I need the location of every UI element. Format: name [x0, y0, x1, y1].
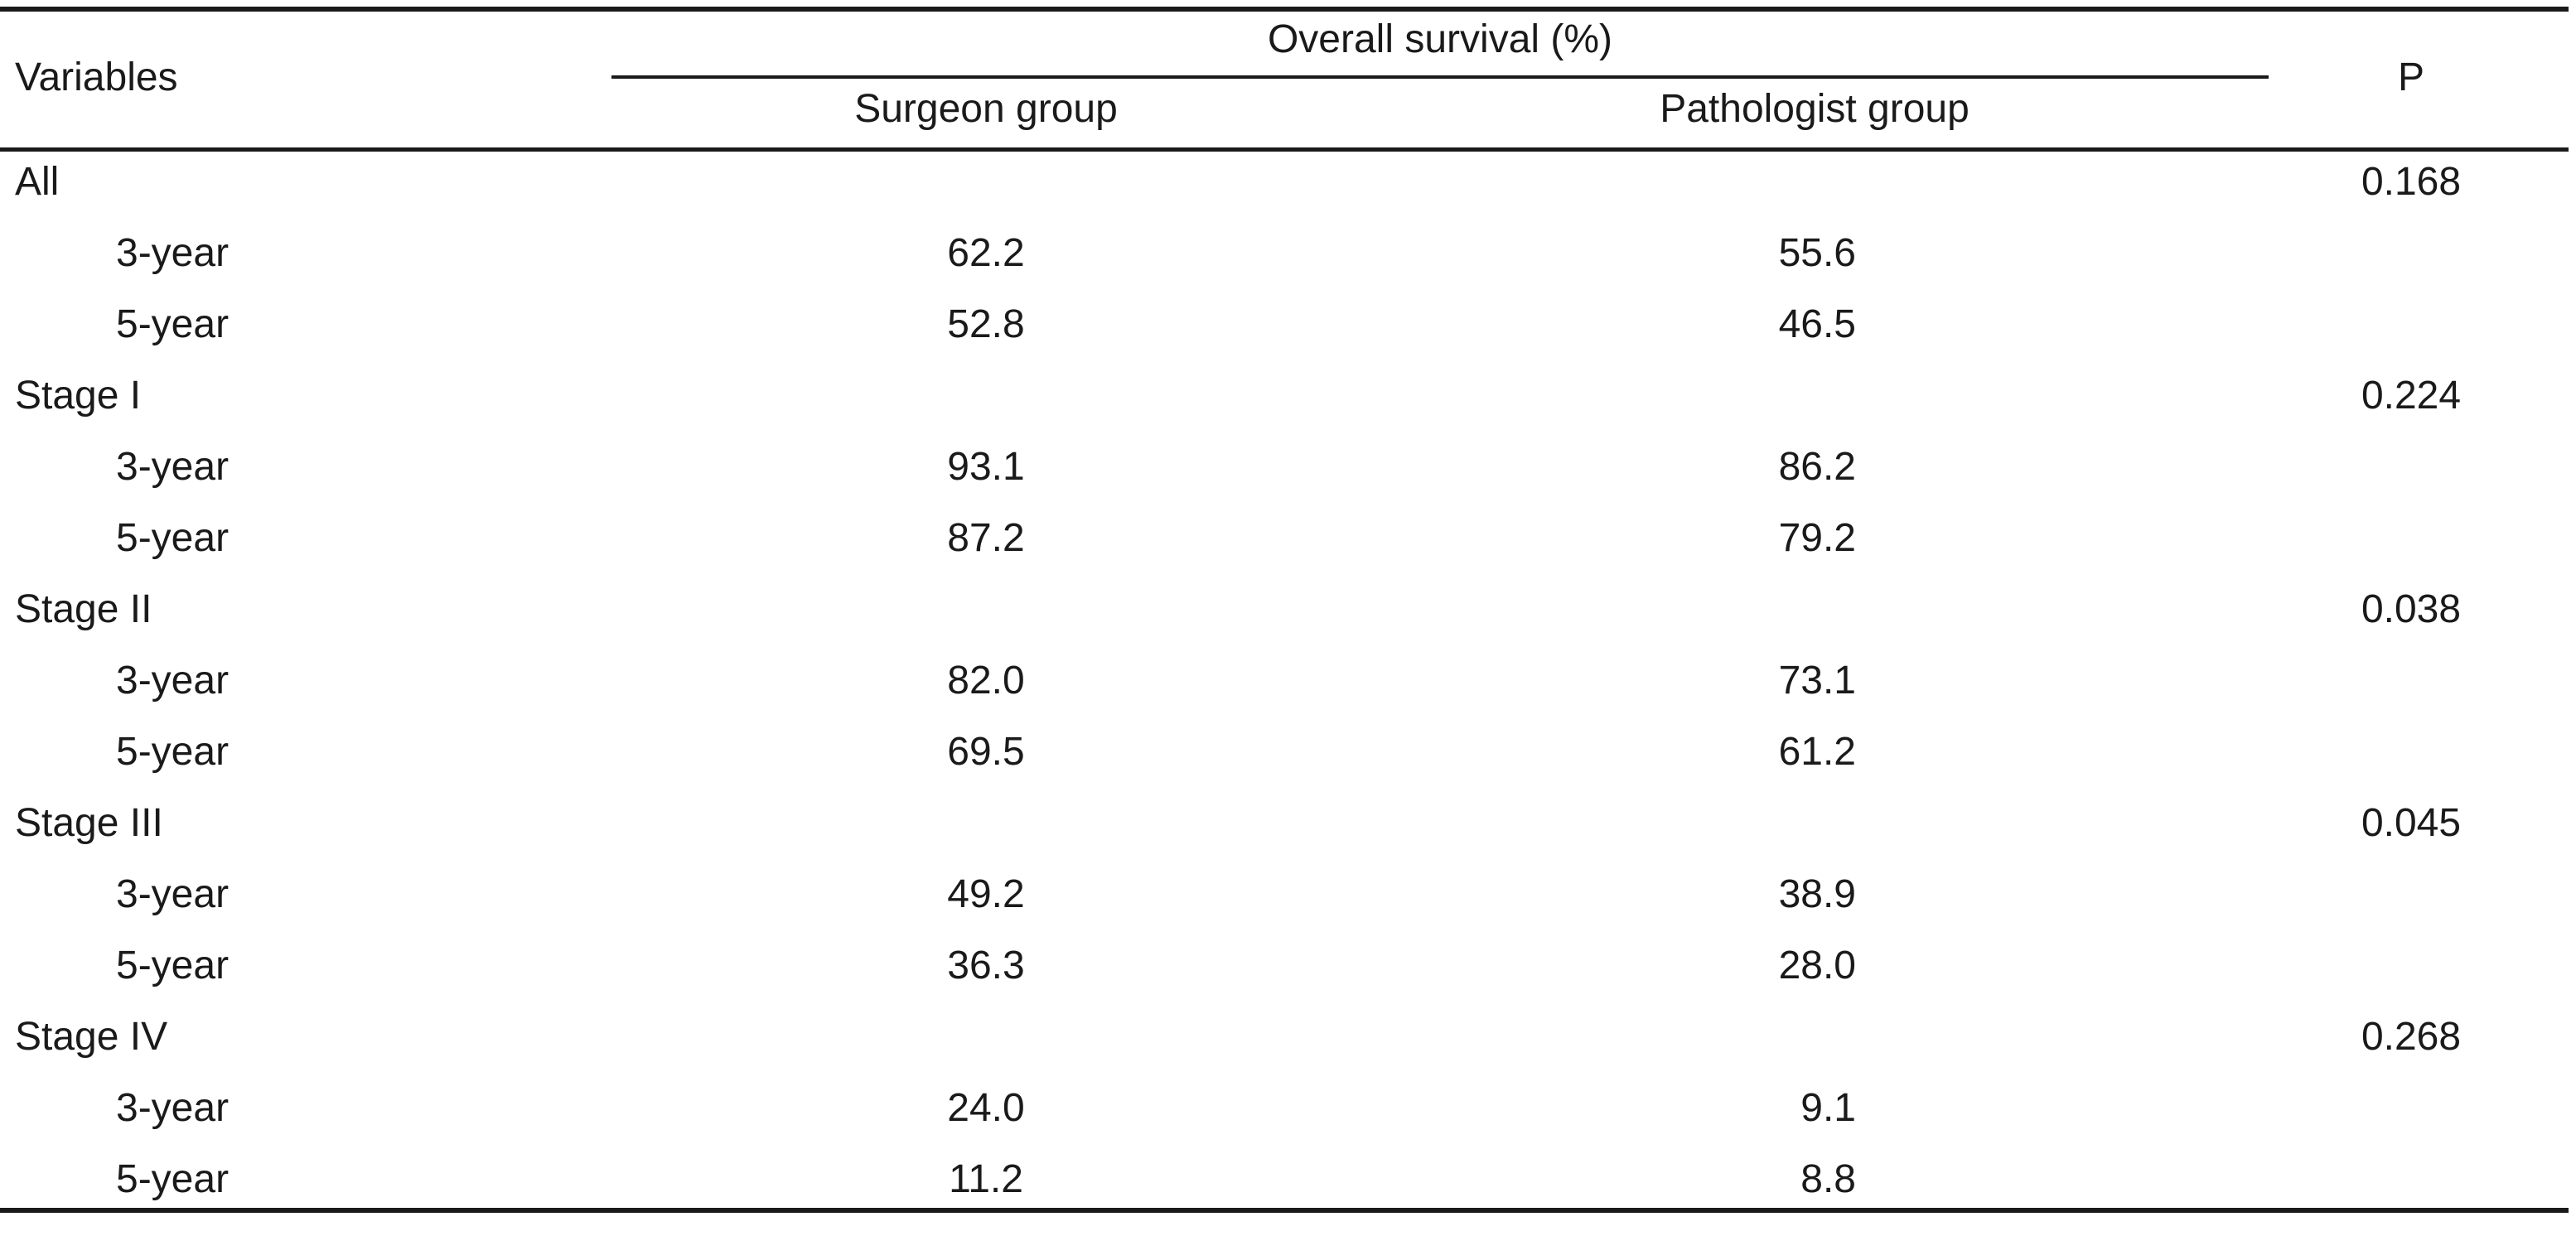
- surgeon-value: 52.8: [947, 302, 1025, 346]
- pathologist-value: 55.6: [1778, 231, 1856, 275]
- row-label: Stage II: [15, 587, 152, 631]
- p-value: 0.224: [2361, 374, 2462, 418]
- row-label: 3-year: [116, 1086, 230, 1130]
- table-row: 5-year 69.5 61.2: [0, 732, 2576, 804]
- pathologist-value: 86.2: [1778, 445, 1856, 489]
- pathologist-value: 79.2: [1778, 516, 1856, 560]
- table-header-rule: [0, 147, 2569, 152]
- table-row: 5-year 11.2 8.8: [0, 1160, 2576, 1231]
- table-row: 5-year 87.2 79.2: [0, 519, 2576, 590]
- row-label: 3-year: [116, 231, 230, 275]
- pathologist-value: 61.2: [1778, 730, 1856, 774]
- p-value: 0.038: [2361, 587, 2462, 631]
- table-row: 3-year 62.2 55.6: [0, 234, 2576, 305]
- table-row: Stage I 0.224: [0, 376, 2576, 447]
- pathologist-value: 38.9: [1778, 872, 1856, 916]
- pathologist-value: 73.1: [1778, 659, 1856, 702]
- surgeon-value: 82.0: [947, 659, 1025, 702]
- row-label: Stage III: [15, 801, 163, 845]
- table-row: All 0.168: [0, 162, 2576, 234]
- header-variables: Variables: [15, 56, 178, 99]
- row-label: 3-year: [116, 872, 230, 916]
- surgeon-value: 69.5: [947, 730, 1025, 774]
- row-label: 5-year: [116, 516, 230, 560]
- surgeon-value: 49.2: [947, 872, 1025, 916]
- row-label: 3-year: [116, 445, 230, 489]
- table-row: 5-year 36.3 28.0: [0, 946, 2576, 1017]
- row-label: Stage IV: [15, 1015, 168, 1059]
- table-row: Stage III 0.045: [0, 804, 2576, 875]
- pathologist-value: 46.5: [1778, 302, 1856, 346]
- table-row: Stage IV 0.268: [0, 1017, 2576, 1089]
- table-row: 3-year 24.0 9.1: [0, 1089, 2576, 1160]
- row-label: 5-year: [116, 1157, 230, 1201]
- table-row: 5-year 52.8 46.5: [0, 305, 2576, 376]
- pathologist-value: 28.0: [1778, 944, 1856, 987]
- table-row: Stage II 0.038: [0, 590, 2576, 661]
- header-span-rule: [611, 75, 2269, 79]
- surgeon-value: 87.2: [947, 516, 1025, 560]
- header-p-value: P: [2397, 56, 2425, 99]
- p-value: 0.268: [2361, 1015, 2462, 1059]
- table-bottom-rule: [0, 1208, 2569, 1213]
- row-label: All: [15, 160, 60, 204]
- header-surgeon-group: Surgeon group: [854, 87, 1118, 131]
- row-label: 3-year: [116, 659, 230, 702]
- row-label: 5-year: [116, 730, 230, 774]
- table-row: 3-year 82.0 73.1: [0, 661, 2576, 732]
- table-row: 3-year 49.2 38.9: [0, 875, 2576, 946]
- row-label: Stage I: [15, 374, 142, 418]
- surgeon-value: 11.2: [949, 1157, 1023, 1201]
- row-label: 5-year: [116, 302, 230, 346]
- p-value: 0.045: [2361, 801, 2462, 845]
- row-label: 5-year: [116, 944, 230, 987]
- surgeon-value: 62.2: [947, 231, 1025, 275]
- surgeon-value: 36.3: [947, 944, 1025, 987]
- table-top-rule: [0, 7, 2569, 12]
- surgeon-value: 24.0: [947, 1086, 1025, 1130]
- header-pathologist-group: Pathologist group: [1660, 87, 1969, 131]
- pathologist-value: 9.1: [1800, 1086, 1856, 1130]
- table-row: 3-year 93.1 86.2: [0, 447, 2576, 519]
- pathologist-value: 8.8: [1800, 1157, 1856, 1201]
- surgeon-value: 93.1: [947, 445, 1025, 489]
- p-value: 0.168: [2361, 160, 2462, 204]
- header-overall-survival: Overall survival (%): [1267, 17, 1613, 61]
